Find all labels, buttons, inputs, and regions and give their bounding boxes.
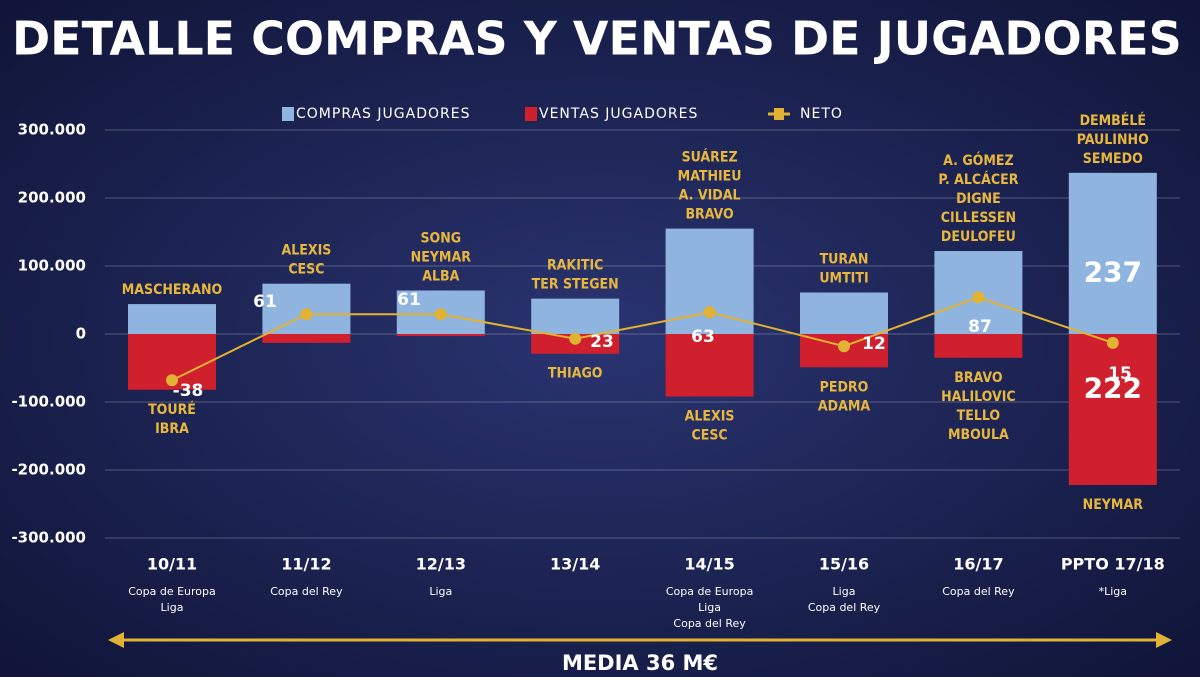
signing: SONG <box>420 230 461 246</box>
category-note: Copa de Europa <box>666 585 754 598</box>
bar <box>665 334 754 397</box>
signing: NEYMAR <box>411 249 472 265</box>
signing: DEULOFEU <box>941 229 1016 245</box>
bar <box>934 334 1023 358</box>
value-label: 237 <box>1084 255 1142 288</box>
x-tick-label: 13/14 <box>550 555 600 574</box>
x-tick-label: 12/13 <box>416 555 466 574</box>
sale: TOURÉ <box>148 401 196 418</box>
legend-swatch <box>774 108 784 120</box>
legend-label: NETO <box>800 106 843 122</box>
net-label: 63 <box>691 327 715 347</box>
net-point <box>703 306 716 319</box>
net-label: 61 <box>397 290 421 310</box>
bar <box>128 304 216 334</box>
x-tick-label: 16/17 <box>953 555 1003 574</box>
net-point <box>166 374 178 387</box>
signing: PAULINHO <box>1077 132 1149 148</box>
net-point <box>569 332 582 345</box>
signing: ALEXIS <box>281 243 331 259</box>
bar <box>396 334 485 337</box>
signing: ALBA <box>422 268 459 284</box>
y-tick-label: -300.000 <box>11 529 86 547</box>
bar <box>1068 334 1157 485</box>
legend-swatch <box>282 107 294 121</box>
y-tick-label: 300.000 <box>18 121 86 139</box>
y-tick-label: -100.000 <box>11 393 86 411</box>
signing: CILLESSEN <box>941 210 1016 226</box>
sale: NEYMAR <box>1083 497 1144 513</box>
signing: UMTITI <box>819 271 868 287</box>
signing: A. GÓMEZ <box>943 151 1014 169</box>
legend-label: VENTAS JUGADORES <box>539 106 698 122</box>
sale: ALEXIS <box>685 409 735 425</box>
signing: DEMBÉLÉ <box>1080 112 1146 129</box>
x-tick-label: 14/15 <box>684 555 734 574</box>
legend-label: COMPRAS JUGADORES <box>296 106 470 122</box>
signing: TER STEGEN <box>532 277 619 293</box>
signing: TURAN <box>820 252 869 268</box>
signing: P. ALCÁCER <box>938 171 1018 188</box>
chart-title: DETALLE COMPRAS Y VENTAS DE JUGADORES <box>12 12 1182 66</box>
category-note: Copa del Rey <box>942 585 1015 598</box>
category-note: Copa del Rey <box>808 601 881 614</box>
net-point <box>434 308 447 321</box>
signing: SEMEDO <box>1083 151 1143 167</box>
net-label: 87 <box>968 317 992 337</box>
net-label: 12 <box>862 334 886 354</box>
y-tick-label: 0 <box>76 325 86 343</box>
sale: MBOULA <box>948 427 1009 443</box>
category-note: Copa del Rey <box>673 617 746 630</box>
sale: ADAMA <box>818 398 870 414</box>
sale: CESC <box>692 428 728 444</box>
net-label: 61 <box>253 292 277 312</box>
net-point <box>972 291 985 304</box>
value-label: 222 <box>1084 371 1142 404</box>
sale: PEDRO <box>820 379 869 395</box>
category-note: *Liga <box>1099 585 1127 598</box>
x-tick-label: 11/12 <box>281 555 331 574</box>
y-tick-label: 200.000 <box>18 189 86 207</box>
bar <box>531 298 620 334</box>
signing: SUÁREZ <box>682 149 738 166</box>
net-point <box>838 340 850 353</box>
y-tick-label: -200.000 <box>11 461 86 479</box>
signing: DIGNE <box>956 191 1001 207</box>
footer: MEDIA 36 M€ <box>562 651 718 675</box>
net-label: 15 <box>1108 364 1132 384</box>
net-line <box>171 296 1114 382</box>
category-note: Liga <box>429 585 452 598</box>
bar <box>800 292 888 334</box>
bar <box>262 334 351 343</box>
category-note: Copa de Europa <box>128 585 216 598</box>
category-note: Copa del Rey <box>270 585 343 598</box>
category-note: Liga <box>161 601 184 614</box>
y-tick-label: 100.000 <box>18 257 86 275</box>
sale: TELLO <box>957 408 1001 424</box>
sale: IBRA <box>155 421 189 437</box>
net-label: 23 <box>590 332 614 352</box>
x-tick-label: 10/11 <box>147 555 197 574</box>
signing: BRAVO <box>685 207 734 223</box>
x-tick-label: 15/16 <box>819 555 869 574</box>
signing: MASCHERANO <box>122 282 223 298</box>
bar <box>1068 172 1157 334</box>
signing: RAKITIC <box>547 258 603 274</box>
net-point <box>300 308 313 321</box>
signing: CESC <box>288 262 324 278</box>
net-point <box>1106 336 1119 349</box>
signing: MATHIEU <box>678 169 742 185</box>
category-note: Liga <box>833 585 856 598</box>
sale: HALILOVIC <box>941 389 1016 405</box>
sale: THIAGO <box>548 366 603 382</box>
signing: A. VIDAL <box>679 188 741 204</box>
sale: BRAVO <box>954 370 1003 386</box>
x-tick-label: PPTO 17/18 <box>1061 555 1165 574</box>
legend-swatch <box>525 107 537 121</box>
net-label: -38 <box>173 381 204 401</box>
category-note: Liga <box>698 601 721 614</box>
